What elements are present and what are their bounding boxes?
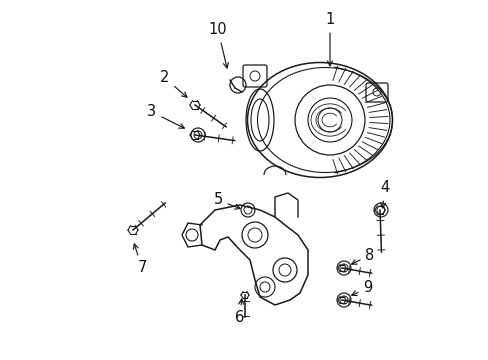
Text: 9: 9 — [351, 280, 372, 296]
Text: 3: 3 — [147, 104, 184, 128]
Text: 5: 5 — [213, 193, 240, 209]
Text: 10: 10 — [208, 22, 228, 68]
Text: 8: 8 — [351, 248, 374, 264]
Text: 4: 4 — [380, 180, 389, 208]
Text: 6: 6 — [235, 299, 244, 325]
Text: 7: 7 — [133, 244, 146, 275]
Text: 2: 2 — [160, 71, 186, 97]
Text: 1: 1 — [325, 13, 334, 66]
